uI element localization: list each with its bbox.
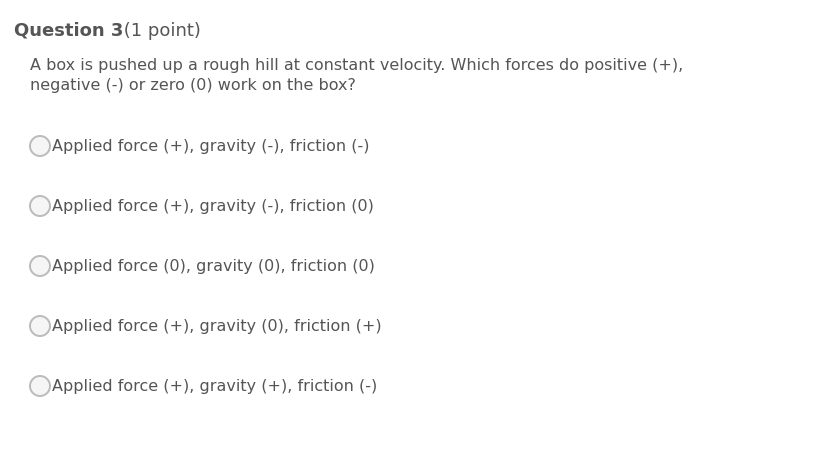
- Circle shape: [30, 376, 50, 396]
- Text: Applied force (+), gravity (-), friction (0): Applied force (+), gravity (-), friction…: [52, 198, 374, 213]
- Text: Applied force (0), gravity (0), friction (0): Applied force (0), gravity (0), friction…: [52, 258, 375, 273]
- Circle shape: [30, 136, 50, 156]
- Text: negative (-) or zero (0) work on the box?: negative (-) or zero (0) work on the box…: [30, 78, 356, 93]
- Text: Applied force (+), gravity (-), friction (-): Applied force (+), gravity (-), friction…: [52, 138, 370, 153]
- Circle shape: [30, 316, 50, 336]
- Circle shape: [30, 256, 50, 276]
- Text: Applied force (+), gravity (0), friction (+): Applied force (+), gravity (0), friction…: [52, 318, 382, 333]
- Text: A box is pushed up a rough hill at constant velocity. Which forces do positive (: A box is pushed up a rough hill at const…: [30, 58, 683, 73]
- Text: (1 point): (1 point): [118, 22, 201, 40]
- Circle shape: [30, 196, 50, 216]
- Text: Applied force (+), gravity (+), friction (-): Applied force (+), gravity (+), friction…: [52, 378, 377, 393]
- Text: Question 3: Question 3: [14, 22, 124, 40]
